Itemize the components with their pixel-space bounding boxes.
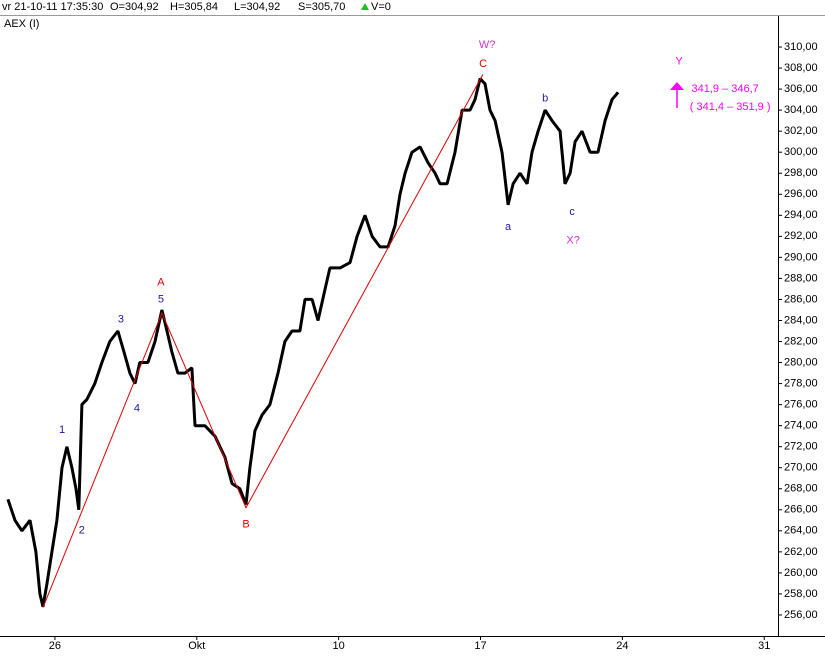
header-low: L=304,92: [234, 1, 280, 13]
wave-label: 341,9 – 346,7: [691, 83, 758, 95]
y-tick-label: 278,00: [784, 377, 818, 389]
volume-icon: [361, 3, 369, 10]
header-datetime: vr 21-10-11 17:35:30: [2, 1, 103, 13]
y-tick-label: 300,00: [784, 146, 818, 158]
y-tick-label: 306,00: [784, 83, 818, 95]
x-tick-label: 17: [474, 640, 486, 652]
y-tick-label: 258,00: [784, 588, 818, 600]
wave-label: 5: [158, 293, 164, 305]
chart-title: AEX (I): [4, 18, 39, 30]
wave-label: 4: [134, 403, 140, 415]
wave-label: 2: [79, 525, 85, 537]
y-tick-label: 290,00: [784, 251, 818, 263]
wave-label: B: [242, 518, 249, 530]
wave-label: b: [542, 92, 548, 104]
wave-label: Y: [675, 56, 683, 68]
y-tick-label: 286,00: [784, 293, 818, 305]
y-tick-label: 304,00: [784, 104, 818, 116]
y-tick-label: 292,00: [784, 230, 818, 242]
y-tick-label: 262,00: [784, 546, 818, 558]
wave-label: A: [157, 277, 165, 289]
y-tick-label: 266,00: [784, 504, 818, 516]
x-tick-label: 31: [758, 640, 770, 652]
x-tick-label: 24: [616, 640, 628, 652]
wave-label: W?: [479, 39, 496, 51]
wave-label: C: [479, 58, 487, 70]
wave-label: a: [505, 221, 512, 233]
header-volume: V=0: [371, 1, 391, 13]
header-high: H=305,84: [170, 1, 218, 13]
y-tick-label: 260,00: [784, 567, 818, 579]
y-tick-label: 282,00: [784, 335, 818, 347]
price-line: [6, 77, 620, 607]
y-tick-label: 276,00: [784, 399, 818, 411]
x-tick-label: Okt: [188, 640, 205, 652]
wave-label: 3: [118, 313, 124, 325]
y-tick-label: 288,00: [784, 272, 818, 284]
header-open: O=304,92: [110, 1, 159, 13]
y-tick-label: 302,00: [784, 125, 818, 137]
y-tick-label: 272,00: [784, 441, 818, 453]
x-tick-label: 26: [49, 640, 61, 652]
y-tick-label: 298,00: [784, 167, 818, 179]
x-tick-label: 10: [333, 640, 345, 652]
y-tick-label: 310,00: [784, 41, 818, 53]
wave-line: [42, 74, 484, 608]
wave-label: 1: [59, 424, 65, 436]
wave-label: ( 341,4 – 351,9 ): [690, 101, 771, 113]
y-tick-label: 308,00: [784, 62, 818, 74]
y-tick-label: 296,00: [784, 188, 818, 200]
y-tick-label: 294,00: [784, 209, 818, 221]
y-tick-label: 274,00: [784, 420, 818, 432]
y-tick-label: 280,00: [784, 356, 818, 368]
y-tick-label: 268,00: [784, 483, 818, 495]
target-arrow: [670, 82, 684, 108]
y-tick-label: 284,00: [784, 314, 818, 326]
y-tick-label: 270,00: [784, 462, 818, 474]
wave-label: c: [569, 206, 575, 218]
header-close: S=305,70: [298, 1, 345, 13]
wave-label: X?: [566, 234, 579, 246]
y-tick-label: 256,00: [784, 609, 818, 621]
y-tick-label: 264,00: [784, 525, 818, 537]
